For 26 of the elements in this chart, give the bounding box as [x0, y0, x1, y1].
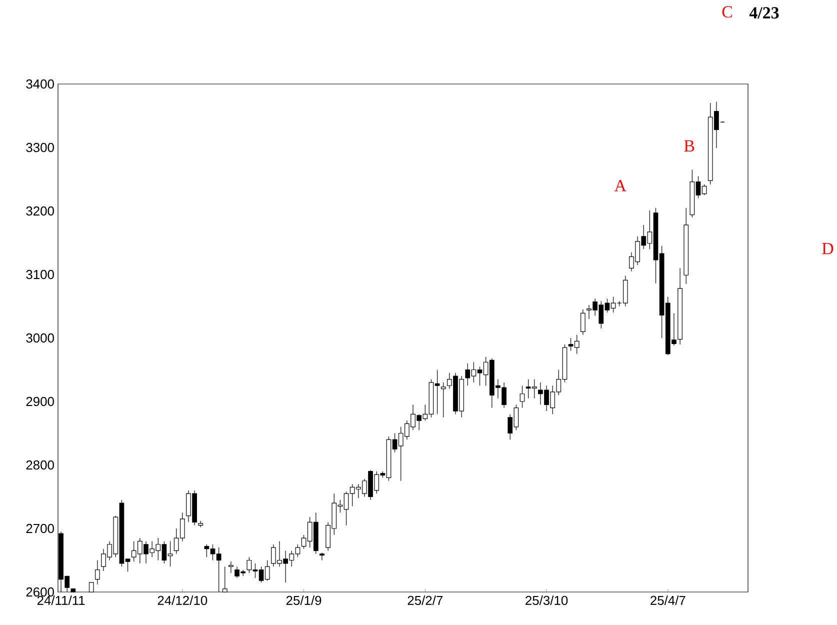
x-tick-label: 25/4/7: [650, 596, 686, 606]
x-tick-label: 25/3/10: [526, 596, 568, 606]
y-tick-label: 2700: [26, 524, 54, 534]
y-tick-label: 2900: [26, 396, 54, 406]
text: D: [822, 243, 834, 254]
candlestick: [228, 561, 234, 574]
y-tick-label: 3300: [26, 142, 54, 152]
annotation: A: [614, 180, 626, 192]
y-tick-label: 3100: [26, 270, 54, 280]
candlestick: [580, 309, 586, 336]
x-tick-label: 24/11/11: [37, 596, 85, 606]
y-tick-label: 3000: [26, 333, 54, 343]
candlestick: [320, 552, 324, 561]
x-tick-label: 25/2/7: [408, 596, 442, 606]
candlestick: [95, 560, 100, 585]
annotation: B: [684, 140, 694, 152]
candlestick: [520, 385, 525, 408]
y-tick-label: 2800: [26, 460, 54, 470]
y-tick-label: 2600: [26, 587, 54, 597]
text: C: [722, 6, 732, 18]
x-tick-label: 25/1/9: [286, 596, 322, 606]
x-tick-label: 24/12/10: [158, 596, 208, 606]
candlestick: [440, 382, 446, 418]
y-tick-label: 3200: [26, 206, 54, 216]
y-tick-label: 3400: [26, 79, 54, 89]
text: 4/23: [749, 7, 779, 19]
